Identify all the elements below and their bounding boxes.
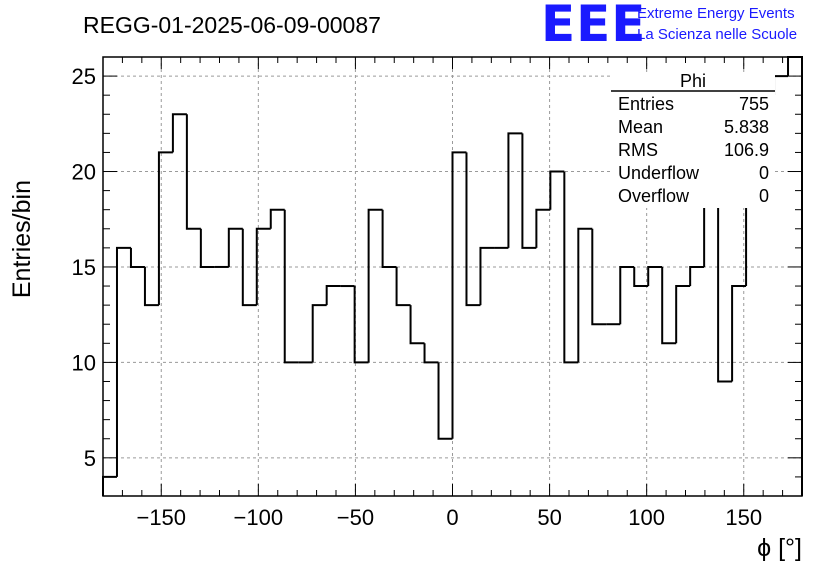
eee-logo-mark: EEE [541,0,646,53]
histogram-bin [115,246,131,477]
eee-logo: EEE Extreme Energy Events La Scienza nel… [541,0,797,53]
histogram-bin [129,247,145,268]
histogram-bin [451,151,467,439]
y-axis-label: Entries/bin [8,180,36,298]
stats-underflow-label: Underflow [618,163,700,183]
histogram-title: REGG-01-2025-06-09-00087 [83,12,381,38]
histogram-bin [381,209,397,268]
stats-underflow-value: 0 [759,163,769,183]
histogram-bin [423,343,439,364]
histogram-bins [102,56,803,496]
histogram-bin [367,208,383,363]
histogram-bin [157,151,173,306]
histogram-bin [353,286,369,364]
histogram-bin [479,246,495,306]
histogram-bin [647,265,663,287]
histogram-bin [185,114,201,230]
x-tick-labels: −150 −100 −50 0 50 100 150 [136,505,762,530]
histogram-bin [731,285,747,382]
histogram-bin [102,475,117,496]
histogram-bin [675,285,691,344]
eee-logo-line2: La Scienza nelle Scuole [637,26,797,43]
histogram-bin [535,208,551,248]
stats-entries-label: Entries [618,94,674,114]
y-tick-label: 25 [72,64,96,89]
x-tick-label: 100 [628,505,665,530]
x-axis-label: ϕ [°] [757,534,802,562]
histogram-bin [717,171,733,383]
stats-box-title: Phi [680,71,706,91]
histogram-bin [241,228,257,307]
histogram-bin [269,208,285,229]
y-tick-label: 20 [72,160,96,185]
x-tick-label: 150 [725,505,762,530]
y-tick-label: 10 [72,350,96,375]
axis-ticks [102,56,803,497]
histogram-bin [633,266,649,288]
histogram-bin [311,304,327,363]
histogram-bin [661,266,677,345]
histogram-bin [591,228,607,326]
stats-box: Phi Entries 755 Mean 5.838 RMS 106.9 Und… [611,71,775,208]
histogram-bin [521,133,537,249]
x-tick-label: −100 [234,505,284,530]
histogram-bin [563,171,579,364]
stats-rms-label: RMS [618,140,658,160]
stats-mean-label: Mean [618,117,663,137]
y-tick-label: 15 [72,255,96,280]
stats-mean-value: 5.838 [724,117,769,137]
x-tick-label: 0 [446,505,458,530]
histogram-bin [437,362,453,440]
histogram-bin [227,227,243,267]
histogram-bin [171,113,187,153]
histogram-bin [395,266,411,307]
histogram-bin [619,265,635,325]
eee-logo-line1: Extreme Energy Events [637,5,795,22]
x-tick-label: 50 [537,505,561,530]
histogram-bin [465,152,481,307]
histogram-bin [689,265,705,287]
histogram-bin [143,266,159,307]
stats-overflow-value: 0 [759,186,769,206]
histogram-bin [773,75,789,96]
y-tick-label: 5 [84,446,96,471]
stats-entries-value: 755 [739,94,769,114]
stats-box-background [611,72,775,208]
y-tick-labels: 5 10 15 20 25 [72,64,96,471]
histogram-bin [255,227,271,306]
histogram-bin [577,227,593,363]
stats-overflow-label: Overflow [618,186,690,206]
x-tick-label: −50 [337,505,374,530]
histogram-bin [409,305,425,345]
histogram-bin [787,56,803,496]
histogram-bin [199,228,215,268]
stats-rms-value: 106.9 [724,140,769,160]
histogram-bin [283,209,299,364]
histogram-bin [549,170,565,210]
histogram-bin [507,132,523,248]
histogram-bin [325,285,341,306]
x-tick-label: −150 [136,505,186,530]
